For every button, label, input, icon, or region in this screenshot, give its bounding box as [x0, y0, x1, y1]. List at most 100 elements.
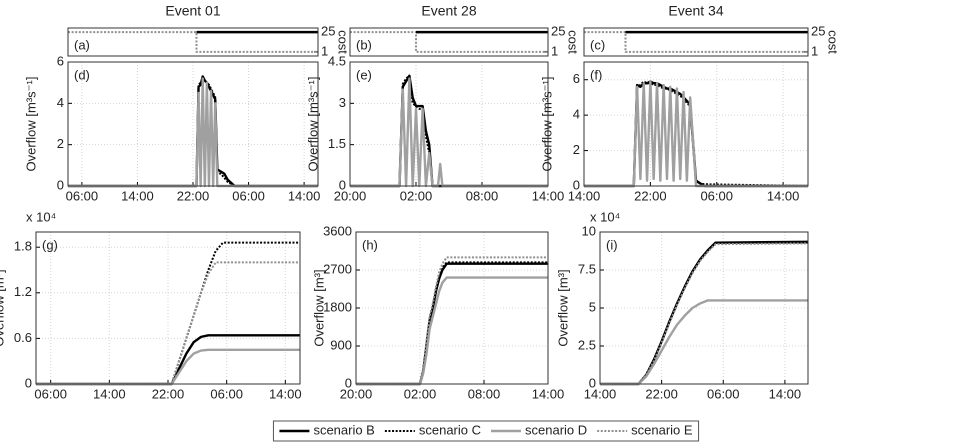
x-tick-label: 06:00 [232, 188, 265, 203]
plot-area [68, 62, 318, 186]
y-axis-label: Overflow [m³] [555, 269, 570, 346]
y-tick-label: 4 [573, 107, 580, 122]
x-tick-label: 06:00 [66, 188, 99, 203]
plot-frame [67, 61, 319, 187]
y-tick-label: 2700 [323, 261, 352, 276]
x-tick-label: 06:00 [707, 386, 740, 401]
series-line [36, 334, 300, 386]
x-tick-label: 14:00 [269, 386, 302, 401]
y-tick-label: 10 [582, 223, 596, 238]
y-tick-label: 0 [345, 375, 352, 390]
y-tick-label: 5 [589, 299, 596, 314]
panel: 20:00 02:00 08:00 14:00 0 900 1800 2700 3600 (h) O… [311, 223, 564, 401]
x-tick-label: 20:00 [340, 386, 373, 401]
y-tick-label: 1 [551, 43, 558, 58]
y-tick-label: 0 [25, 375, 32, 390]
y-tick-label: 900 [330, 337, 352, 352]
y-axis-label: cost [826, 30, 841, 54]
x-tick-label: 02:00 [400, 188, 433, 203]
x-tick-label: 14:00 [93, 386, 126, 401]
legend-label: scenario E [631, 422, 693, 437]
panel-title: Event 01 [165, 3, 220, 19]
y-tick-label: 1.5 [328, 136, 346, 151]
panel-label: (g) [42, 237, 58, 252]
plot-frame [583, 61, 809, 187]
plot-frame [583, 27, 809, 57]
x-tick-label: 14:00 [288, 188, 321, 203]
axis-multiplier: x 10⁴ [26, 209, 56, 224]
legend-label: scenario B [313, 422, 374, 437]
y-tick-label: 2 [573, 142, 580, 157]
y-tick-label: 0 [339, 177, 346, 192]
panel: 20:00 02:00 08:00 14:00 0 1.5 3 4.5 (e) Overflow … [305, 53, 564, 203]
x-tick-label: 14:00 [769, 386, 802, 401]
series-line [36, 348, 300, 386]
panel: 1 25 (b) Event 28 cost [349, 3, 581, 58]
y-tick-label: 3 [339, 95, 346, 110]
series-line [584, 80, 809, 187]
y-tick-label: 1800 [323, 299, 352, 314]
y-tick-label: 1 [811, 43, 818, 58]
series-line [600, 242, 809, 385]
panel-label: (i) [606, 237, 618, 252]
y-axis-label: Overflow [m³s⁻¹] [23, 77, 38, 172]
x-tick-label: 20:00 [334, 188, 367, 203]
panel-label: (c) [590, 37, 605, 52]
y-tick-label: 6 [573, 71, 580, 86]
x-tick-label: 14:00 [532, 386, 565, 401]
legend-label: scenario D [525, 422, 587, 437]
y-tick-label: 2.5 [578, 337, 596, 352]
x-tick-label: 14:00 [532, 188, 565, 203]
x-tick-label: 22:00 [177, 188, 210, 203]
y-axis-label: Overflow [m³] [311, 269, 326, 346]
panel: 06:00 14:00 22:00 06:00 14:00 0 2 4 6 (d) Overflow… [23, 53, 320, 203]
y-tick-label: 25 [551, 24, 565, 39]
plot-frame [35, 231, 301, 385]
y-tick-label: 3600 [323, 223, 352, 238]
series-line [68, 31, 318, 53]
axis-multiplier: x 10⁴ [590, 209, 620, 224]
x-tick-label: 22:00 [645, 386, 678, 401]
y-axis-label: cost [336, 30, 351, 54]
y-tick-label: 0 [57, 177, 64, 192]
y-tick-label: 4 [57, 95, 64, 110]
panel-label: (a) [74, 37, 90, 52]
series-line [584, 80, 808, 188]
y-tick-label: 2 [57, 136, 64, 151]
y-tick-label: 1.2 [14, 284, 32, 299]
plot-frame [67, 27, 319, 57]
panel: 1 25 (c) Event 34 cost [583, 3, 841, 58]
x-tick-label: 14:00 [584, 386, 617, 401]
y-tick-label: 6 [57, 53, 64, 68]
y-tick-label: 0 [573, 177, 580, 192]
series-line [350, 31, 548, 53]
y-axis-label: cost [566, 30, 581, 54]
plot-frame [355, 231, 549, 385]
panel-label: (h) [362, 237, 378, 252]
plot-area [600, 232, 808, 384]
legend: scenario B scenario C scenario D scenario E [272, 420, 700, 442]
panel-label: (f) [590, 67, 602, 82]
legend-frame [272, 420, 700, 442]
x-tick-label: 06:00 [700, 188, 733, 203]
series-line [36, 261, 300, 385]
y-tick-label: 25 [321, 24, 335, 39]
x-tick-label: 14:00 [767, 188, 800, 203]
panel-label: (d) [74, 67, 90, 82]
y-tick-label: 0.6 [14, 330, 32, 345]
y-axis-label: Overflow [m³s⁻¹] [305, 77, 320, 172]
plot-frame [599, 231, 809, 385]
y-axis-label: Overflow [m³s⁻¹] [539, 77, 554, 172]
series-line [600, 299, 808, 386]
y-tick-label: 0 [589, 375, 596, 390]
y-tick-label: 4.5 [328, 53, 346, 68]
panel: 06:00 14:00 22:00 06:00 14:00 0 0.6 1.2 1.8 (g) x … [0, 209, 302, 401]
series-line [356, 256, 548, 385]
series-line [356, 276, 548, 386]
x-tick-label: 06:00 [34, 386, 67, 401]
panel-label: (b) [356, 37, 372, 52]
y-tick-label: 7.5 [578, 261, 596, 276]
